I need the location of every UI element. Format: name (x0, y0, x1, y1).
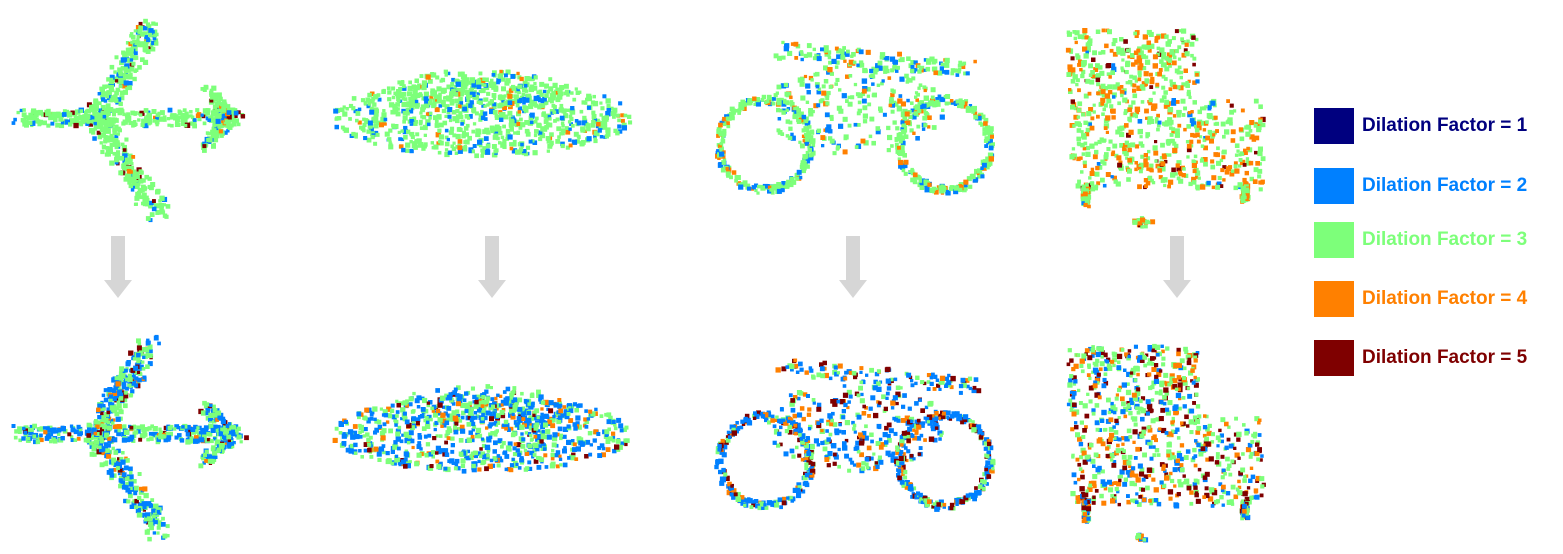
legend-item-factor-3: Dilation Factor = 3 (1314, 222, 1527, 258)
legend-item-factor-2: Dilation Factor = 2 (1314, 168, 1527, 204)
legend-item-factor-5: Dilation Factor = 5 (1314, 340, 1527, 376)
legend-swatch (1314, 222, 1354, 258)
legend-label: Dilation Factor = 5 (1362, 347, 1528, 368)
cloud-chair-before (1065, 28, 1266, 229)
cloud-car-before (333, 69, 633, 159)
arrow-down-motorbike (839, 236, 867, 298)
cloud-motorbike-after (714, 358, 996, 512)
legend-label: Dilation Factor = 4 (1362, 288, 1528, 309)
cloud-car-after (332, 384, 630, 474)
legend-swatch (1314, 168, 1354, 204)
legend-label: Dilation Factor = 2 (1362, 175, 1528, 196)
arrow-down-car (478, 236, 506, 298)
legend-swatch (1314, 108, 1354, 144)
cloud-motorbike-before (715, 40, 995, 196)
arrow-down-chair (1163, 236, 1191, 298)
legend-label: Dilation Factor = 1 (1362, 115, 1528, 136)
arrow-down-airplane (104, 236, 132, 298)
legend-item-factor-1: Dilation Factor = 1 (1314, 108, 1527, 144)
cloud-chair-after (1066, 343, 1266, 543)
legend-item-factor-4: Dilation Factor = 4 (1314, 281, 1527, 317)
legend-swatch (1314, 340, 1354, 376)
cloud-airplane-before (11, 18, 246, 223)
legend-label: Dilation Factor = 3 (1362, 229, 1528, 250)
legend-swatch (1314, 281, 1354, 317)
cloud-airplane-after (11, 334, 249, 542)
